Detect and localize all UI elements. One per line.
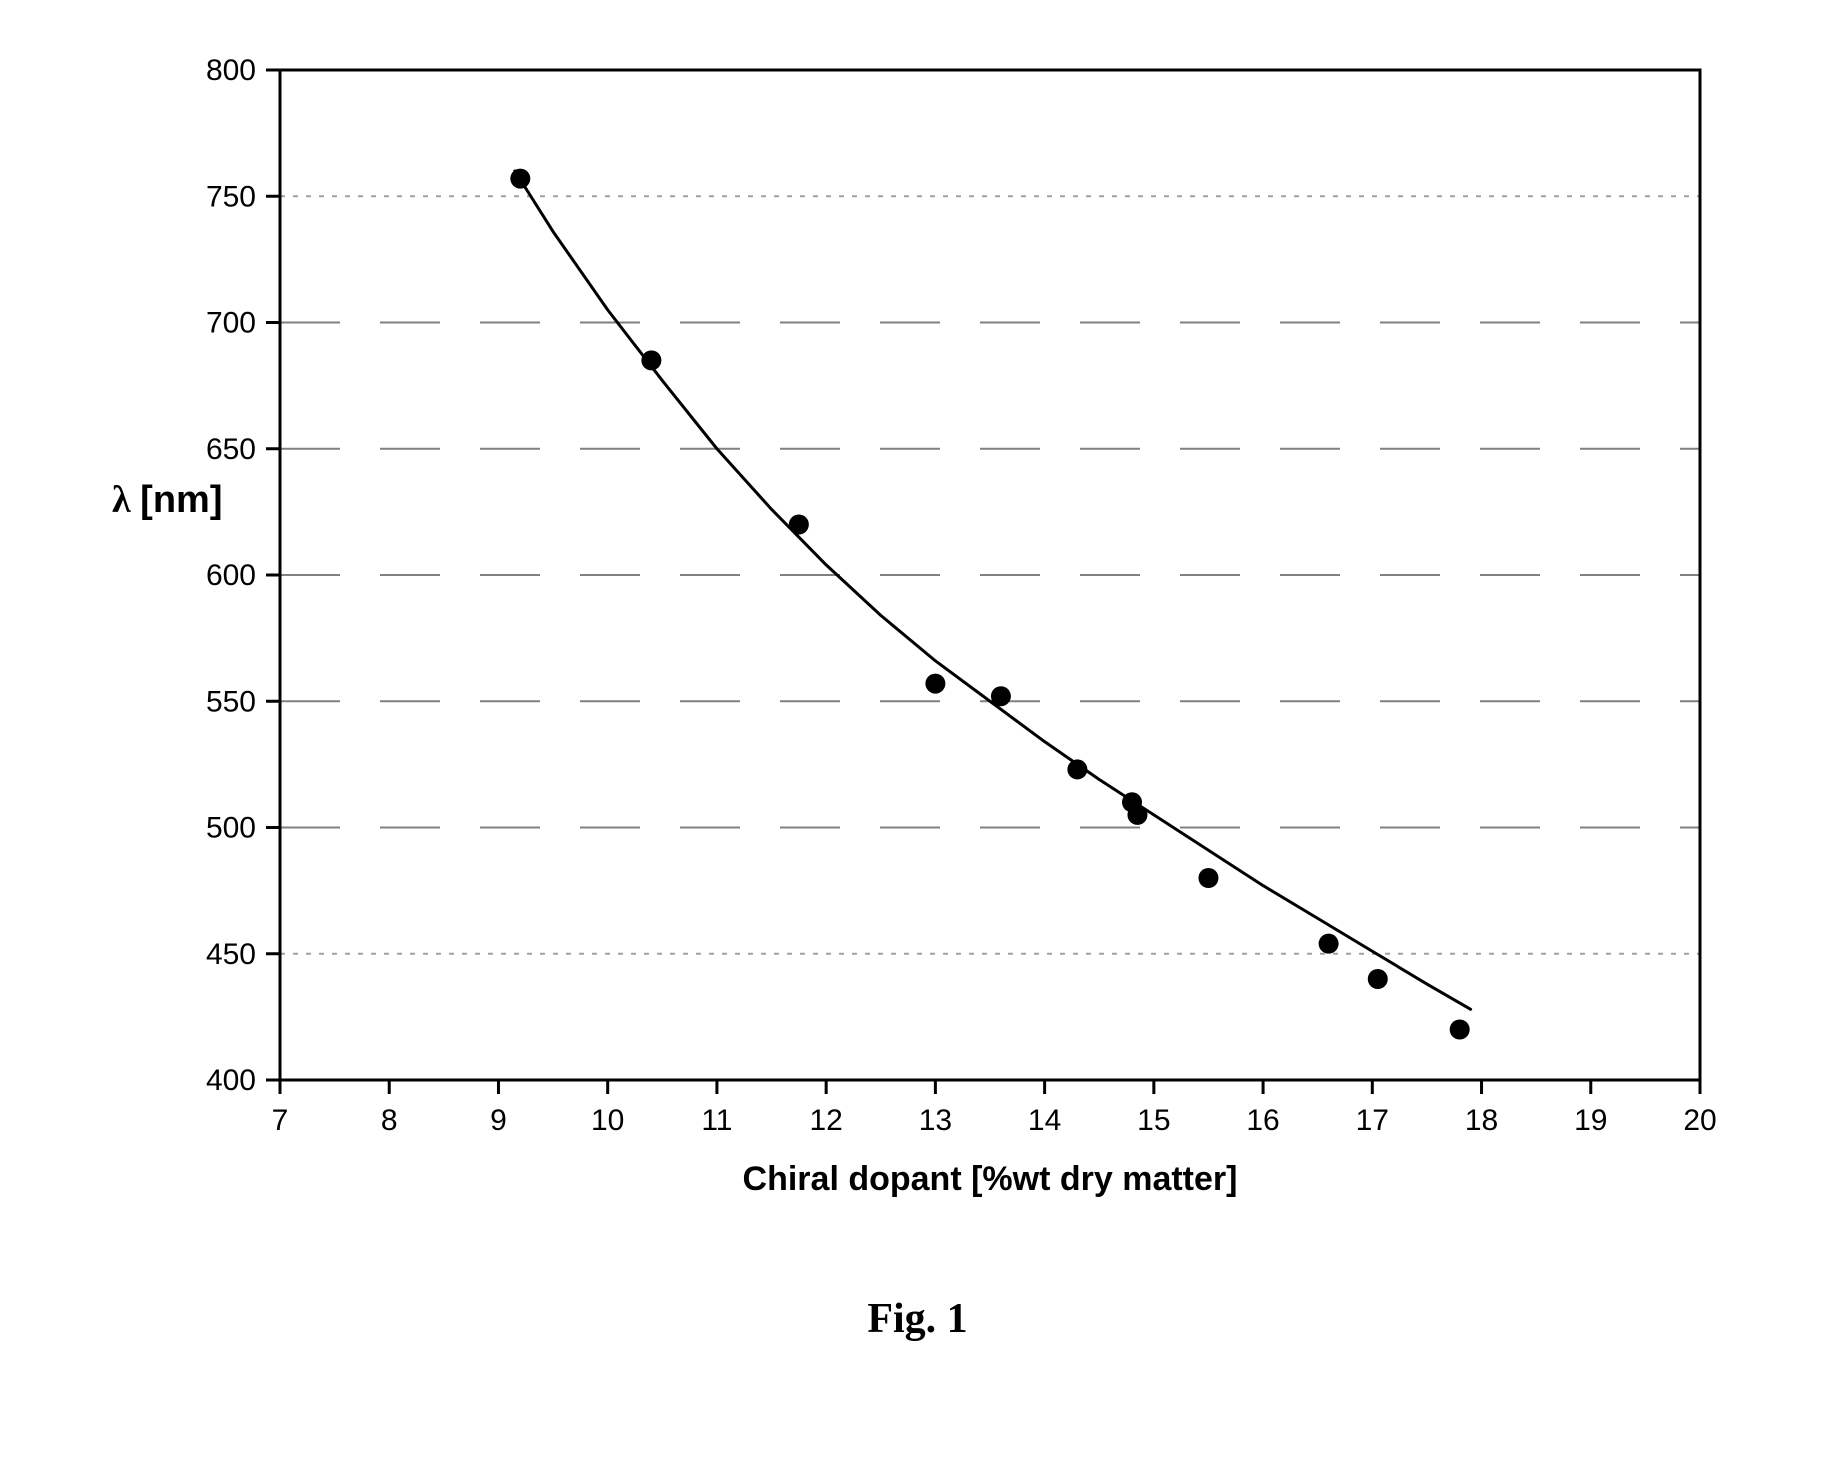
- x-tick-label: 7: [272, 1104, 289, 1137]
- x-tick-label: 17: [1356, 1104, 1389, 1137]
- x-axis-title: Chiral dopant [%wt dry matter]: [743, 1160, 1238, 1198]
- y-tick-label: 550: [206, 685, 256, 718]
- x-tick-label: 12: [809, 1104, 842, 1137]
- x-tick-label: 8: [381, 1104, 398, 1137]
- x-tick-label: 9: [490, 1104, 507, 1137]
- y-tick-label: 500: [206, 812, 256, 845]
- data-point: [641, 350, 661, 370]
- data-point: [925, 674, 945, 694]
- data-point: [1319, 934, 1339, 954]
- y-tick-label: 750: [206, 180, 256, 213]
- y-tick-label: 400: [206, 1064, 256, 1097]
- x-tick-label: 11: [701, 1104, 732, 1137]
- x-tick-label: 13: [919, 1104, 952, 1137]
- y-tick-label: 450: [206, 938, 256, 971]
- data-point: [1067, 759, 1087, 779]
- data-point: [1368, 969, 1388, 989]
- scatter-chart: 7 8 9 10 11 12 13 14 15 16 17 18 19 20 400 450 500 550 600…: [90, 40, 1745, 1240]
- data-point: [1127, 805, 1147, 825]
- y-tick-label: 650: [206, 433, 256, 466]
- data-point: [510, 169, 530, 189]
- x-tick-label: 10: [591, 1104, 624, 1137]
- chart-container: 7 8 9 10 11 12 13 14 15 16 17 18 19 20 400 450 500 550 600…: [90, 40, 1745, 1240]
- x-tick-label: 15: [1137, 1104, 1170, 1137]
- y-tick-label: 600: [206, 559, 256, 592]
- data-point: [1450, 1020, 1470, 1040]
- y-axis-title: λ [nm]: [112, 479, 222, 521]
- x-tick-label: 18: [1465, 1104, 1498, 1137]
- x-tick-label: 20: [1683, 1104, 1716, 1137]
- data-point: [1198, 868, 1218, 888]
- y-tick-label: 800: [206, 54, 256, 87]
- figure-page: 7 8 9 10 11 12 13 14 15 16 17 18 19 20 400 450 500 550 600…: [0, 0, 1835, 1483]
- data-point: [789, 515, 809, 535]
- figure-caption: Fig. 1: [0, 1295, 1835, 1343]
- x-tick-label: 14: [1028, 1104, 1061, 1137]
- x-tick-label: 16: [1246, 1104, 1279, 1137]
- data-point: [991, 686, 1011, 706]
- x-tick-label: 19: [1574, 1104, 1607, 1137]
- y-tick-label: 700: [206, 307, 256, 340]
